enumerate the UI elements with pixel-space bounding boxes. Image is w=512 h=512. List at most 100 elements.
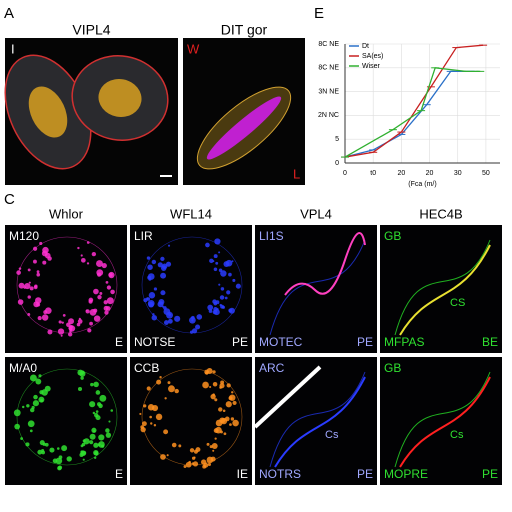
fluorescent-spot xyxy=(185,461,192,468)
fluorescent-spot xyxy=(27,268,31,272)
fluorescent-spot xyxy=(55,457,63,465)
fluorescent-spot xyxy=(28,281,31,284)
fluorescent-spot xyxy=(211,443,218,449)
fluorescent-spot xyxy=(223,432,227,436)
fluorescent-spot xyxy=(212,393,215,396)
fluorescent-spot xyxy=(143,404,147,408)
fluorescent-spot xyxy=(57,328,65,335)
fluorescent-spot xyxy=(95,410,99,413)
process-highlight xyxy=(399,376,491,468)
process-highlight xyxy=(284,232,366,296)
fluorescent-spot xyxy=(99,291,103,295)
fluorescent-spot xyxy=(110,409,114,412)
fluorescent-spot xyxy=(101,262,107,269)
fluorescent-spot xyxy=(41,314,49,321)
fluorescent-spot xyxy=(160,454,166,460)
fluorescent-spot xyxy=(205,242,210,248)
fluorescent-spot xyxy=(68,325,76,332)
fluorescent-spot xyxy=(141,421,147,427)
fluorescent-spot xyxy=(218,251,221,254)
column-title: HEC4B xyxy=(419,206,462,221)
fluorescent-spot xyxy=(29,286,34,291)
fluorescent-spot xyxy=(196,314,203,320)
micrograph xyxy=(130,225,252,353)
fluorescent-spot xyxy=(52,458,58,464)
fluorescent-spot xyxy=(147,273,155,280)
fluorescent-spot xyxy=(226,290,231,295)
fluorescent-spot xyxy=(93,381,99,388)
fluorescent-spot xyxy=(168,385,175,393)
fluorescent-spot xyxy=(49,447,55,453)
fluorescent-spot xyxy=(106,297,114,305)
cell-outline xyxy=(141,368,243,466)
fluorescent-spot xyxy=(151,314,158,321)
fluorescent-spot xyxy=(231,391,234,394)
x-tick-label: 20 xyxy=(426,170,434,177)
fluorescent-spot xyxy=(231,260,234,263)
fluorescent-spot xyxy=(204,369,210,375)
fluorescent-spot xyxy=(232,400,237,406)
fluorescent-spot xyxy=(228,307,235,314)
fluorescent-spot xyxy=(32,400,39,407)
y-tick-label: 3N NE xyxy=(318,88,339,95)
micrograph xyxy=(380,357,502,485)
process xyxy=(394,371,491,468)
fluorescent-spot xyxy=(105,306,111,311)
fluorescent-spot xyxy=(193,456,196,459)
nucleus xyxy=(28,86,68,138)
fluorescent-spot xyxy=(226,383,231,388)
fluorescent-spot xyxy=(163,429,169,435)
fluorescent-spot xyxy=(42,260,47,265)
fluorescent-spot xyxy=(232,419,239,427)
cell-label: MOTEC xyxy=(259,335,303,349)
fluorescent-spot xyxy=(37,449,43,455)
fluorescent-spot xyxy=(82,439,86,443)
fluorescent-spot xyxy=(86,241,90,244)
cell-label: PE xyxy=(357,335,373,349)
fluorescent-spot xyxy=(62,314,66,317)
fluorescent-spot xyxy=(101,444,105,448)
fluorescent-spot xyxy=(38,374,42,378)
fluorescent-spot xyxy=(213,301,218,306)
fluorescent-spot xyxy=(44,442,49,447)
fluorescent-spot xyxy=(89,401,96,408)
fluorescent-spot xyxy=(97,402,102,407)
fluorescent-spot xyxy=(189,316,196,324)
cell-label: LI1S xyxy=(259,229,284,243)
fluorescent-spot xyxy=(148,292,156,299)
cell-label: NOTSE xyxy=(134,335,175,349)
fluorescent-spot xyxy=(228,272,232,277)
fluorescent-spot xyxy=(159,376,162,379)
fluorescent-spot xyxy=(39,390,44,395)
x-tick-label: 0 xyxy=(343,170,347,177)
cell-label: ARC xyxy=(259,361,285,375)
fluorescent-spot xyxy=(34,297,42,304)
fluorescent-spot xyxy=(220,430,223,434)
fluorescent-spot xyxy=(36,272,41,277)
fluorescent-spot xyxy=(103,300,108,305)
fluorescent-spot xyxy=(153,287,158,291)
y-tick-label: 5 xyxy=(335,136,339,143)
fluorescent-spot xyxy=(29,374,37,382)
fluorescent-spot xyxy=(97,295,102,300)
fluorescent-spot xyxy=(104,310,109,315)
cell-label: LIR xyxy=(134,229,153,243)
fluorescent-spot xyxy=(221,306,224,309)
fluorescent-spot xyxy=(36,270,40,274)
fluorescent-spot xyxy=(167,381,171,385)
fluorescent-spot xyxy=(31,405,35,410)
fluorescent-spot xyxy=(91,427,97,433)
fluorescent-spot xyxy=(212,449,215,452)
process xyxy=(269,239,366,336)
fluorescent-spot xyxy=(229,423,232,426)
fluorescent-spot xyxy=(230,417,235,421)
fluorescent-spot xyxy=(99,394,107,402)
scale-bar xyxy=(160,175,172,177)
fluorescent-spot xyxy=(178,444,182,448)
legend-label: Wiser xyxy=(362,63,381,70)
cell-label: PE xyxy=(357,467,373,481)
fluorescent-spot xyxy=(146,297,151,301)
fluorescent-spot xyxy=(76,322,81,327)
series-line xyxy=(344,44,484,158)
fluorescent-spot xyxy=(151,404,159,412)
